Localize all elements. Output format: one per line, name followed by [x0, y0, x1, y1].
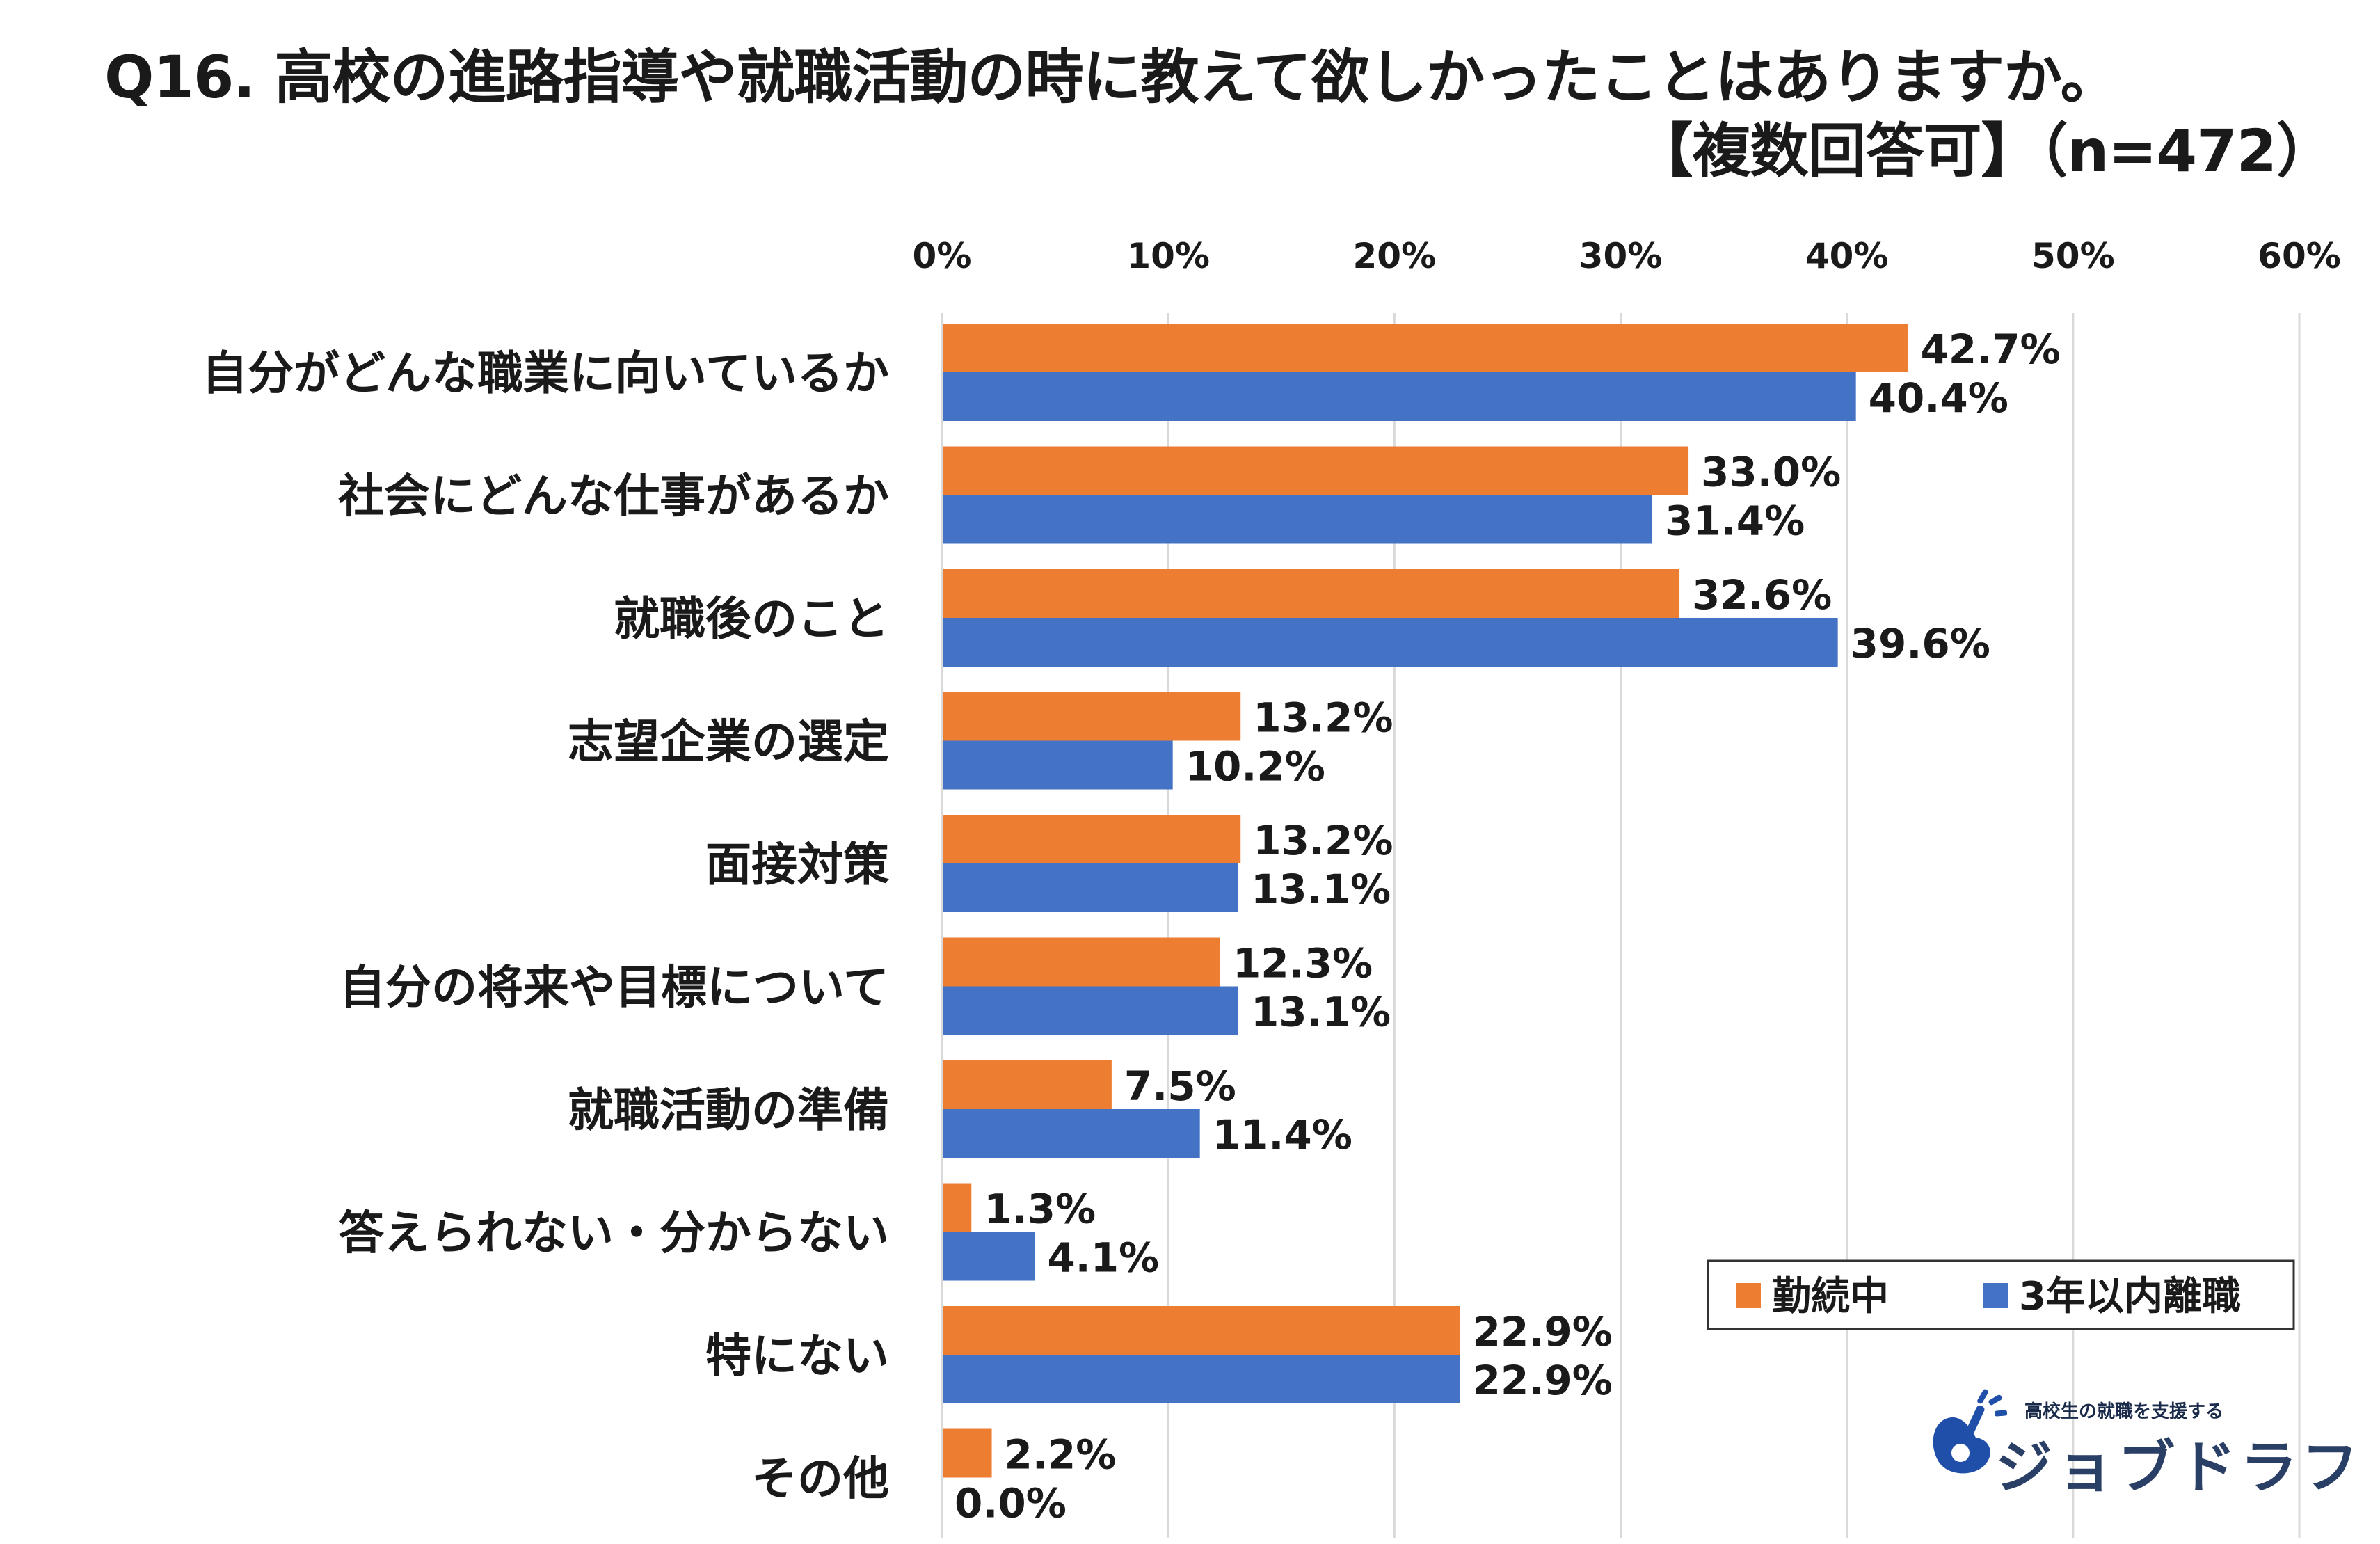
bar-employed — [942, 815, 1241, 863]
data-label: 13.2% — [1253, 817, 1393, 864]
legend-label: 勤続中 — [1772, 1274, 1889, 1319]
data-label: 13.2% — [1253, 694, 1393, 742]
x-tick-label: 20% — [1352, 236, 1436, 276]
bar-employed — [942, 569, 1680, 618]
category-label: 就職活動の準備 — [568, 1083, 889, 1137]
category-label: 社会にどんな仕事があるか — [338, 470, 889, 523]
data-label: 42.7% — [1920, 326, 2060, 373]
legend-swatch — [1983, 1283, 2008, 1308]
bar-quit — [942, 740, 1173, 790]
data-label: 40.4% — [1869, 374, 2008, 422]
x-tick-label: 40% — [1805, 236, 1889, 276]
data-label: 0.0% — [955, 1480, 1067, 1527]
data-label: 1.3% — [984, 1186, 1096, 1233]
chart-title-line1: Q16. 高校の進路指導や就職活動の時に教えて欲しかったことはありますか。 — [104, 43, 2119, 111]
data-label: 4.1% — [1047, 1234, 1159, 1282]
bar-quit — [942, 372, 1856, 421]
bar-employed — [942, 1183, 972, 1232]
category-label: 特にない — [705, 1329, 889, 1383]
data-label: 39.6% — [1851, 620, 1990, 667]
category-label: 面接対策 — [705, 838, 889, 891]
data-label: 13.1% — [1251, 866, 1391, 913]
bar-quit — [942, 1109, 1200, 1158]
bar-employed — [942, 1060, 1112, 1109]
category-label: 自分がどんな職業に向いているか — [202, 347, 889, 400]
bar-quit — [942, 986, 1238, 1035]
legend-swatch — [1736, 1283, 1761, 1308]
data-label: 33.0% — [1701, 449, 1841, 496]
category-label: その他 — [751, 1452, 889, 1506]
bar-employed — [942, 446, 1689, 495]
bar-employed — [942, 692, 1241, 741]
bar-employed — [942, 324, 1908, 372]
data-label: 22.9% — [1473, 1357, 1613, 1404]
x-tick-label: 0% — [913, 236, 972, 276]
bar-employed — [942, 1306, 1460, 1355]
category-label: 就職後のこと — [614, 592, 889, 646]
bar-employed — [942, 937, 1220, 987]
bar-quit — [942, 618, 1838, 667]
bar-quit — [942, 495, 1653, 544]
bar-employed — [942, 1428, 992, 1478]
x-tick-label: 60% — [2258, 236, 2341, 276]
data-label: 13.1% — [1251, 989, 1391, 1036]
data-label: 32.6% — [1692, 571, 1832, 619]
logo-name: ジョブドラフト — [1995, 1435, 2380, 1501]
category-label: 自分の将来や目標について — [340, 961, 889, 1014]
data-label: 22.9% — [1473, 1308, 1613, 1355]
x-tick-label: 10% — [1126, 236, 1210, 276]
x-tick-label: 30% — [1579, 236, 1663, 276]
bar-quit — [942, 1355, 1460, 1403]
bar-quit — [942, 863, 1238, 912]
jobdraft-logo: 高校生の就職を支援する ジョブドラフト — [1920, 1383, 2380, 1501]
data-label: 31.4% — [1665, 498, 1805, 545]
category-label: 志望企業の選定 — [568, 715, 889, 769]
chart-title-line2: 【複数回答可】（n=472） — [1634, 117, 2335, 185]
data-label: 2.2% — [1005, 1431, 1117, 1479]
x-tick-label: 50% — [2031, 236, 2115, 276]
guitar-logo-icon — [1933, 1389, 2008, 1474]
data-label: 10.2% — [1185, 743, 1325, 790]
bar-quit — [942, 1232, 1035, 1281]
logo-tagline: 高校生の就職を支援する — [2024, 1401, 2224, 1422]
data-label: 11.4% — [1213, 1111, 1352, 1159]
data-label: 7.5% — [1124, 1063, 1236, 1110]
data-label: 12.3% — [1233, 940, 1373, 987]
legend-label: 3年以内離職 — [2019, 1274, 2241, 1319]
category-label: 答えられない・分からない — [338, 1207, 889, 1260]
